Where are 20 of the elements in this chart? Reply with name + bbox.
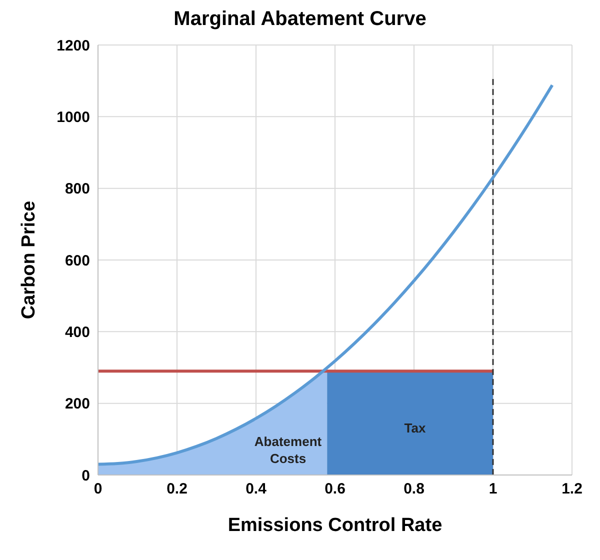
y-tick-label: 800 (64, 180, 90, 198)
y-tick-label: 200 (64, 396, 90, 413)
line-series (98, 84, 554, 466)
y-tick-label: 600 (64, 252, 90, 270)
x-tick-label: 0.4 (246, 480, 268, 498)
x-tick-label: 1 (488, 480, 498, 498)
y-axis-title: Carbon Price (18, 200, 40, 320)
y-tick-label: 1000 (56, 108, 90, 126)
x-tick-label: 0 (94, 480, 102, 498)
annotation: Tax (403, 420, 427, 436)
x-tick-label: 1.2 (562, 480, 582, 498)
x-tick-label: 0.6 (324, 480, 346, 498)
x-axis-title: Emissions Control Rate (228, 515, 442, 536)
chart-title: Marginal Abatement Curve (172, 8, 428, 31)
x-tick-label: 0.2 (166, 480, 188, 498)
x-tick-label: 0.8 (404, 480, 424, 498)
y-tick-label: 0 (82, 467, 90, 484)
annotation: Abatement Costs (253, 433, 323, 467)
y-tick-label: 1200 (56, 37, 90, 54)
y-tick-label: 400 (64, 324, 90, 341)
